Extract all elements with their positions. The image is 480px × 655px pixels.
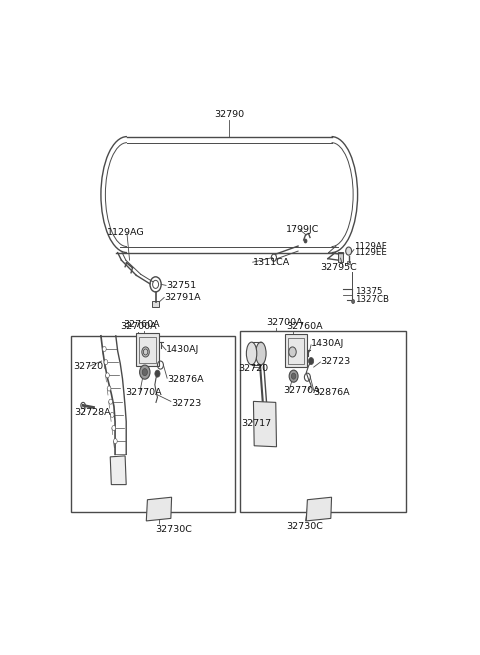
Text: 32760A: 32760A — [123, 320, 160, 329]
Ellipse shape — [246, 342, 257, 365]
Polygon shape — [306, 497, 332, 521]
Circle shape — [346, 247, 352, 255]
Text: 13375: 13375 — [355, 288, 383, 297]
Circle shape — [142, 369, 147, 376]
Text: 32700A: 32700A — [120, 322, 156, 331]
Text: 32770A: 32770A — [283, 386, 320, 395]
Circle shape — [113, 439, 117, 443]
Text: 32720: 32720 — [73, 362, 103, 371]
Text: 32717: 32717 — [241, 419, 271, 428]
Text: 32723: 32723 — [171, 399, 201, 408]
Polygon shape — [110, 456, 126, 485]
Text: 1327CB: 1327CB — [355, 295, 389, 303]
Text: 32723: 32723 — [321, 356, 351, 365]
Text: 32730C: 32730C — [155, 525, 192, 534]
Text: 32760A: 32760A — [286, 322, 323, 331]
Text: 1799JC: 1799JC — [286, 225, 320, 234]
Circle shape — [142, 347, 149, 357]
Text: 32795C: 32795C — [321, 263, 357, 272]
Polygon shape — [146, 497, 172, 521]
Text: 1129EE: 1129EE — [354, 248, 387, 257]
Circle shape — [104, 360, 108, 365]
Circle shape — [309, 358, 314, 365]
Circle shape — [304, 239, 307, 243]
Circle shape — [291, 373, 296, 379]
Bar — [347, 261, 350, 264]
Bar — [285, 334, 307, 367]
Text: 32751: 32751 — [166, 281, 196, 290]
Text: 32876A: 32876A — [167, 375, 204, 384]
Polygon shape — [253, 402, 276, 447]
Circle shape — [107, 386, 111, 391]
Text: 1430AJ: 1430AJ — [166, 345, 199, 354]
Circle shape — [106, 373, 109, 378]
Bar — [338, 252, 343, 262]
Bar — [71, 336, 235, 512]
Text: 32770A: 32770A — [125, 388, 162, 397]
Circle shape — [110, 412, 114, 417]
Text: 32728A: 32728A — [74, 408, 111, 417]
Ellipse shape — [256, 342, 266, 365]
Text: 32791A: 32791A — [164, 293, 201, 302]
Text: 1129AG: 1129AG — [107, 228, 144, 237]
Bar — [152, 301, 159, 307]
Circle shape — [352, 299, 355, 303]
Circle shape — [109, 399, 112, 404]
Circle shape — [155, 370, 160, 377]
Text: 32730C: 32730C — [286, 523, 323, 531]
Bar — [288, 338, 304, 364]
Circle shape — [103, 346, 106, 352]
Text: 1129AF: 1129AF — [354, 242, 386, 251]
Circle shape — [289, 370, 298, 383]
Text: 1430AJ: 1430AJ — [311, 339, 345, 348]
Text: 32876A: 32876A — [314, 388, 350, 397]
Circle shape — [140, 365, 150, 379]
Text: 32720: 32720 — [238, 364, 268, 373]
Circle shape — [289, 347, 296, 357]
Bar — [136, 333, 158, 366]
Circle shape — [112, 426, 116, 430]
Bar — [139, 337, 156, 363]
Text: 32700A: 32700A — [266, 318, 303, 327]
Bar — [240, 331, 406, 512]
Text: 1311CA: 1311CA — [252, 257, 290, 267]
Text: 32790: 32790 — [214, 110, 244, 119]
